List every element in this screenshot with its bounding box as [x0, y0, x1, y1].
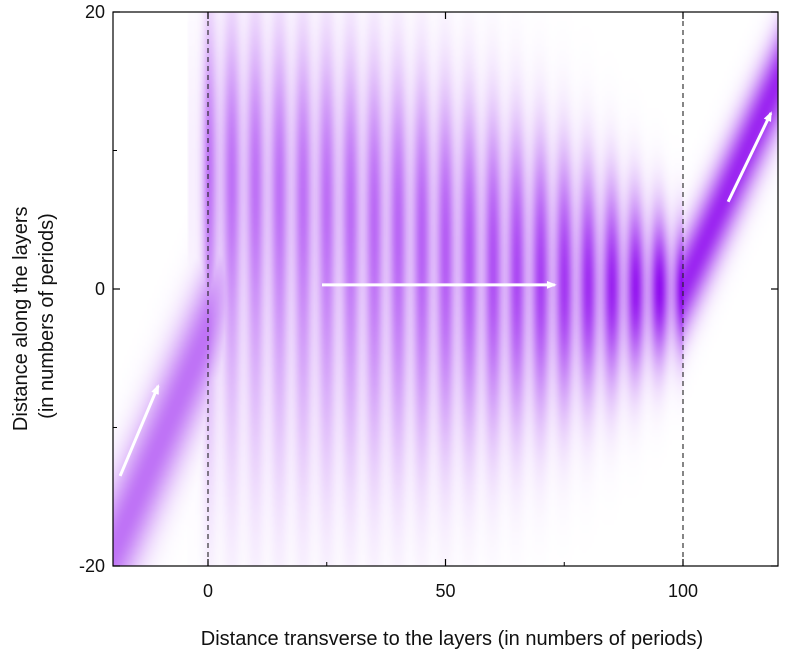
- x-axis: 0 50 100: [203, 12, 698, 601]
- x-tick-label-1: 50: [435, 581, 455, 601]
- x-tick-label-0: 0: [203, 581, 213, 601]
- x-tick-label-2: 100: [668, 581, 698, 601]
- y-axis-label-line-2: (in numbers of periods): [36, 213, 58, 419]
- y-tick-label-0: -20: [79, 556, 105, 576]
- plot-area: [112, 11, 779, 567]
- y-axis-label-line-1: Distance along the layers: [10, 206, 32, 431]
- y-tick-label-2: 20: [85, 2, 105, 22]
- y-axis: -20 0 20: [79, 2, 778, 576]
- intensity-heatmap: [113, 12, 778, 566]
- arrow-0: [118, 384, 160, 477]
- y-tick-label-1: 0: [95, 279, 105, 299]
- layer-boundaries: [207, 12, 684, 566]
- propagation-arrows: [118, 111, 773, 477]
- y-axis-label: Distance along the layers (in numbers of…: [10, 201, 58, 431]
- arrow-2: [726, 111, 773, 203]
- x-axis-label: Distance transverse to the layers (in nu…: [201, 628, 703, 650]
